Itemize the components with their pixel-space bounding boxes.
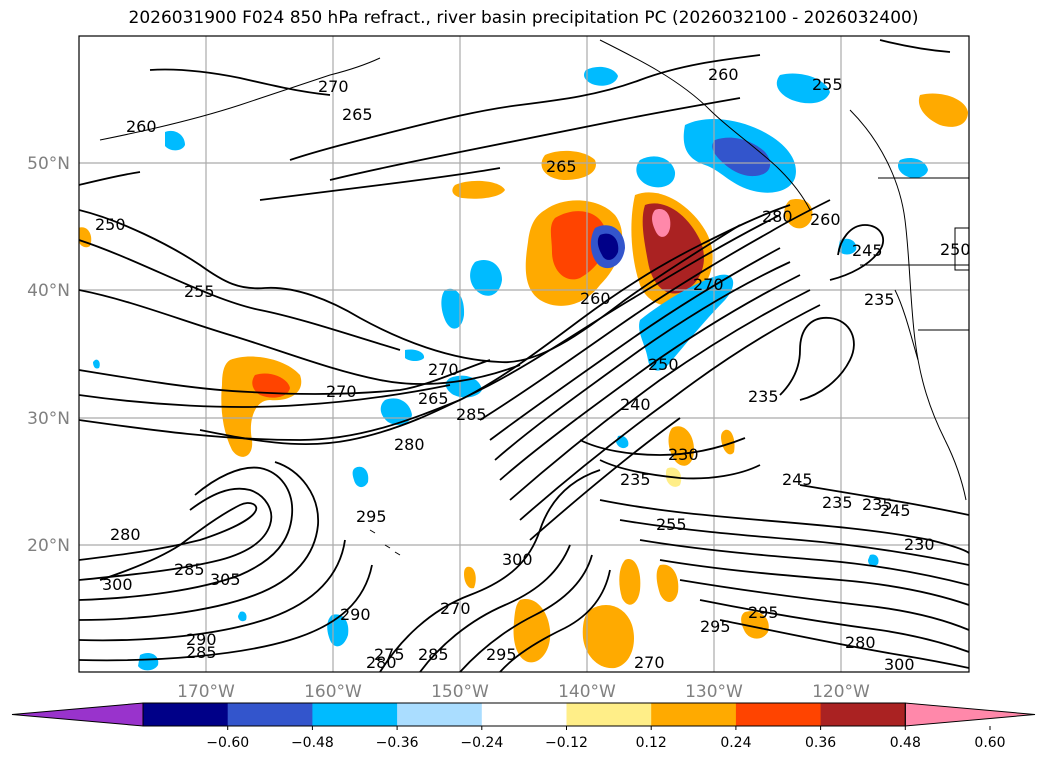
colorbar-tick-label: 0.60 <box>974 735 1005 751</box>
contour-label: 280 <box>394 435 425 454</box>
contour-label: 260 <box>580 289 611 308</box>
colorbar-segment <box>820 703 906 726</box>
contour-label: 285 <box>174 560 205 579</box>
contour-label: 270 <box>634 653 665 672</box>
contour-label: 285 <box>456 405 487 424</box>
contour-label: 255 <box>656 515 687 534</box>
contour-label: 245 <box>880 501 911 520</box>
contour-label: 285 <box>418 645 449 664</box>
colorbar-tick-label: 0.24 <box>720 735 751 751</box>
contour-label: 270 <box>318 77 349 96</box>
colorbar-segment <box>481 703 567 726</box>
coastlines <box>99 39 969 556</box>
longitude-labels: 170°W 160°W 150°W 140°W 130°W 120°W <box>177 682 870 702</box>
contour-label: 280 <box>366 653 397 672</box>
map-frame <box>78 35 970 673</box>
colorbar-segment <box>312 703 398 726</box>
map-gridlines <box>79 36 969 672</box>
colorbar-segment <box>566 703 652 726</box>
contour-label: 280 <box>110 525 141 544</box>
contour-label: 230 <box>904 535 935 554</box>
colorbar-tick-label: −0.48 <box>291 735 334 751</box>
colorbar-tick-label: 0.36 <box>805 735 836 751</box>
contour-label: 235 <box>748 387 779 406</box>
contour-label: 300 <box>884 655 915 674</box>
contour-label: 295 <box>700 617 731 636</box>
contour-label: 255 <box>812 75 843 94</box>
colorbar-extend-left <box>11 702 144 727</box>
colorbar: −0.60 −0.48 −0.36 −0.24 −0.12 0.12 0.24 0.36 0.4… <box>11 702 1036 751</box>
colorbar-segment <box>143 703 229 726</box>
contour-label: 250 <box>648 355 679 374</box>
colorbar-segment <box>651 703 737 726</box>
contour-label: 280 <box>845 633 876 652</box>
lon-label: 160°W <box>304 682 362 702</box>
precip-shading <box>79 66 968 671</box>
colorbar-tick-label: −0.24 <box>460 735 503 751</box>
map-panel: 270 265 260 250 255 260 265 255 250 245 … <box>79 36 971 674</box>
lon-label: 140°W <box>558 682 616 702</box>
colorbar-segment <box>735 703 822 726</box>
lat-label: 30°N <box>27 409 70 429</box>
colorbar-tick-label: −0.60 <box>206 735 249 751</box>
contour-label: 270 <box>428 360 459 379</box>
contour-label: 260 <box>708 65 739 84</box>
lat-label: 50°N <box>27 154 70 174</box>
latitude-labels: 50°N 40°N 30°N 20°N <box>27 154 70 556</box>
colorbar-extend-right <box>904 702 1036 727</box>
lon-label: 130°W <box>685 682 743 702</box>
contour-label: 230 <box>668 445 699 464</box>
contour-label: 270 <box>693 275 724 294</box>
contour-label: 300 <box>502 550 533 569</box>
lon-label: 120°W <box>812 682 870 702</box>
colorbar-segment <box>397 703 483 726</box>
colorbar-border <box>142 702 906 727</box>
colorbar-tick-label: −0.12 <box>545 735 588 751</box>
contour-label: 235 <box>620 470 651 489</box>
contour-label: 270 <box>440 599 471 618</box>
contour-label: 280 <box>762 207 793 226</box>
contour-label: 265 <box>342 105 373 124</box>
contour-label: 295 <box>486 645 517 664</box>
lon-label: 150°W <box>431 682 489 702</box>
lat-label: 40°N <box>27 281 70 301</box>
colorbar-segment <box>227 703 313 726</box>
contour-label: 295 <box>748 603 779 622</box>
contour-label: 260 <box>810 210 841 229</box>
contour-label: 235 <box>864 290 895 309</box>
lon-label: 170°W <box>177 682 235 702</box>
colorbar-tick-label: −0.36 <box>376 735 419 751</box>
contour-label: 235 <box>862 495 893 514</box>
contour-label: 285 <box>186 643 217 662</box>
contour-labels: 270 265 260 250 255 260 265 255 250 245 … <box>95 65 971 674</box>
contour-label: 240 <box>620 395 651 414</box>
contour-label: 290 <box>186 630 217 649</box>
refractivity-contours <box>79 39 969 672</box>
contour-label: 250 <box>940 240 971 259</box>
contour-label: 275 <box>374 645 405 664</box>
contour-label: 250 <box>95 215 126 234</box>
map-title: 2026031900 F024 850 hPa refract., river … <box>128 8 919 28</box>
contour-label: 260 <box>126 117 157 136</box>
contour-label: 265 <box>546 157 577 176</box>
colorbar-tick-label: 0.12 <box>636 735 667 751</box>
contour-label: 235 <box>822 493 853 512</box>
colorbar-tick-label: 0.48 <box>890 735 921 751</box>
contour-label: 265 <box>418 389 449 408</box>
lat-label: 20°N <box>27 536 70 556</box>
contour-label: 300 <box>102 575 133 594</box>
contour-label: 245 <box>782 470 813 489</box>
contour-label: 270 <box>326 382 357 401</box>
contour-label: 295 <box>356 507 387 526</box>
contour-label: 305 <box>210 570 241 589</box>
contour-label: 255 <box>184 282 215 301</box>
contour-label: 290 <box>340 605 371 624</box>
contour-label: 245 <box>852 241 883 260</box>
